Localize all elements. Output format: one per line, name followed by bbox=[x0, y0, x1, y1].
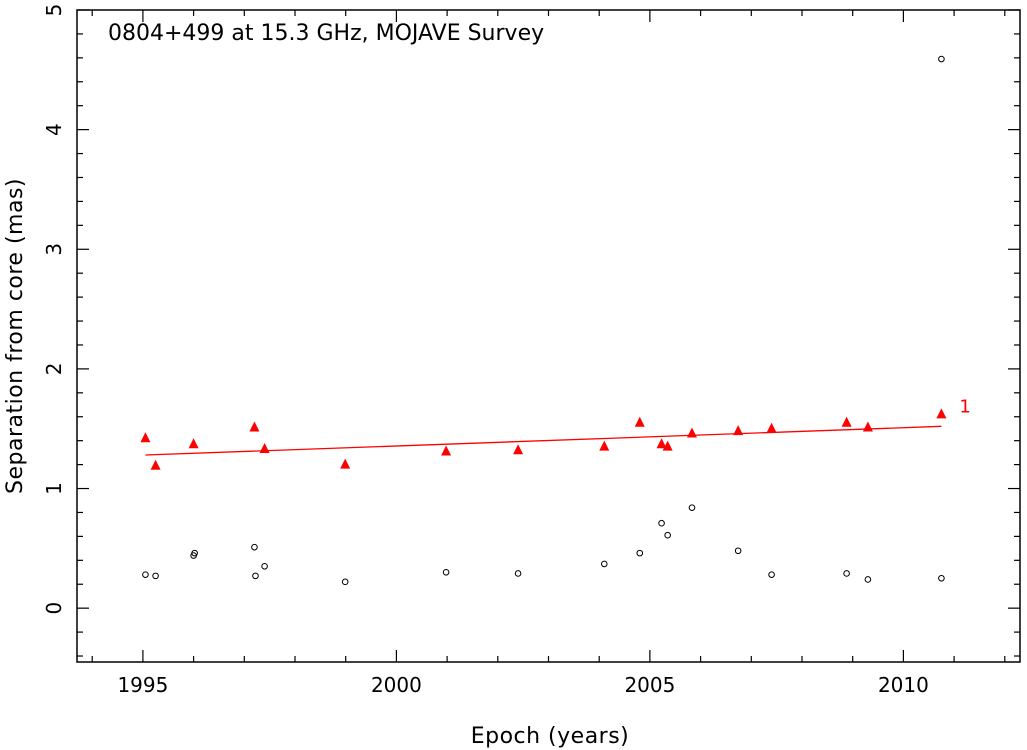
circle-point bbox=[734, 547, 742, 555]
triangle-point bbox=[441, 445, 452, 456]
triangle-point bbox=[140, 432, 151, 443]
triangle-point bbox=[662, 440, 673, 451]
axis-ticks bbox=[77, 9, 1020, 662]
plot-frame bbox=[76, 9, 1021, 663]
triangle-point bbox=[686, 427, 697, 438]
triangle-point bbox=[862, 421, 873, 432]
triangle-point bbox=[936, 408, 947, 419]
y-tick-label: 0 bbox=[42, 602, 66, 615]
circle-point bbox=[514, 570, 522, 577]
circle-point bbox=[600, 560, 608, 568]
circle-point bbox=[142, 571, 149, 578]
circle-point bbox=[341, 578, 349, 586]
fit-lines bbox=[145, 425, 942, 456]
y-tick-label: 3 bbox=[42, 243, 66, 256]
triangle-point bbox=[634, 416, 645, 427]
circle-point bbox=[664, 531, 671, 539]
circle-point bbox=[938, 574, 945, 582]
y-tick-label: 5 bbox=[42, 4, 66, 17]
triangle-point bbox=[259, 443, 270, 454]
circle-point bbox=[658, 519, 665, 527]
x-axis-title: Epoch (years) bbox=[471, 724, 630, 749]
series-label: 1 bbox=[959, 396, 970, 417]
chart-title: 0804+499 at 15.3 GHz, MOJAVE Survey bbox=[108, 21, 544, 46]
x-tick-label: 2005 bbox=[624, 673, 675, 697]
triangle-point bbox=[599, 440, 610, 451]
triangle-point bbox=[249, 421, 260, 432]
x-tick-label: 2000 bbox=[371, 673, 422, 697]
circle-point bbox=[261, 562, 268, 570]
circle-point bbox=[938, 55, 945, 63]
series-labels: 1 bbox=[959, 396, 970, 417]
triangle-point bbox=[513, 444, 524, 455]
circle-point bbox=[251, 543, 258, 551]
y-tick-label: 4 bbox=[42, 123, 66, 136]
circle-point bbox=[864, 576, 872, 583]
y-axis-title: Separation from core (mas) bbox=[3, 178, 28, 494]
triangle-point bbox=[766, 422, 777, 433]
triangle-point bbox=[188, 438, 199, 449]
triangle-point bbox=[656, 438, 667, 449]
y-tick-label: 2 bbox=[42, 363, 66, 376]
triangle-point bbox=[841, 416, 852, 427]
x-tick-label: 2010 bbox=[878, 673, 929, 697]
circle-point bbox=[442, 568, 450, 576]
triangle-point bbox=[733, 425, 744, 436]
y-tick-label: 1 bbox=[42, 482, 66, 495]
circle-point bbox=[152, 572, 159, 580]
circle-point bbox=[636, 549, 644, 557]
triangle-point bbox=[340, 458, 351, 469]
data-points bbox=[140, 55, 947, 586]
circle-point bbox=[768, 571, 775, 578]
triangle-point bbox=[150, 459, 161, 470]
circle-point bbox=[843, 570, 850, 577]
circle-point bbox=[688, 504, 696, 511]
fit-line bbox=[145, 425, 942, 456]
circle-point bbox=[252, 572, 259, 580]
x-tick-label: 1995 bbox=[117, 673, 168, 697]
circle-point bbox=[191, 549, 198, 557]
axis-tick-labels: 1995 2000 2005 2010 0 1 2 3 4 5 bbox=[42, 4, 929, 697]
